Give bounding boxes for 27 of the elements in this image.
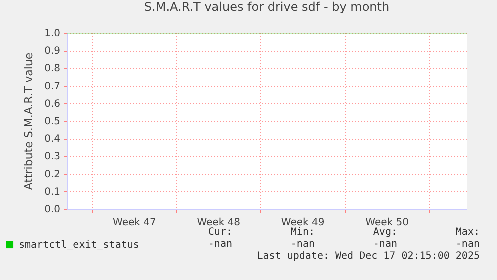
text: -nan: [454, 239, 480, 251]
text: Cur:: [207, 227, 232, 239]
y-tick-label: 0.5: [44, 116, 60, 128]
chart-title: S.M.A.R.T values for drive sdf - by month: [144, 0, 390, 14]
x-tick-label: Week 47: [113, 218, 156, 228]
text: Last update: Wed Dec 17 02:15:00 2025: [256, 251, 480, 263]
y-axis-title: Attribute S.M.A.R.T value: [22, 52, 36, 190]
text: -nan: [290, 239, 315, 251]
y-tick-label: 0.4: [44, 134, 60, 146]
x-tick-label: Week 50: [366, 218, 409, 228]
x-tick-label: Week 49: [281, 218, 325, 228]
y-tick-label: 1.0: [44, 28, 60, 40]
y-tick-label: 0.7: [44, 81, 60, 92]
text: -nan: [207, 239, 232, 251]
y-tick-label: 0.0: [44, 204, 60, 216]
x-tick-label: Week 48: [197, 218, 241, 228]
text: Max:: [454, 227, 480, 239]
y-tick-label: 0.2: [44, 169, 60, 180]
y-tick-label: 0.8: [44, 64, 60, 75]
text: -nan: [372, 239, 398, 251]
legend-label: smartctl_exit_status: [19, 240, 140, 251]
y-tick-label: 0.6: [44, 98, 60, 110]
y-tick-label: 0.9: [44, 46, 60, 58]
text: Min:: [290, 227, 315, 239]
y-tick-label: 0.1: [44, 186, 60, 198]
text: Avg:: [372, 227, 398, 239]
y-tick-label: 0.3: [44, 152, 60, 163]
